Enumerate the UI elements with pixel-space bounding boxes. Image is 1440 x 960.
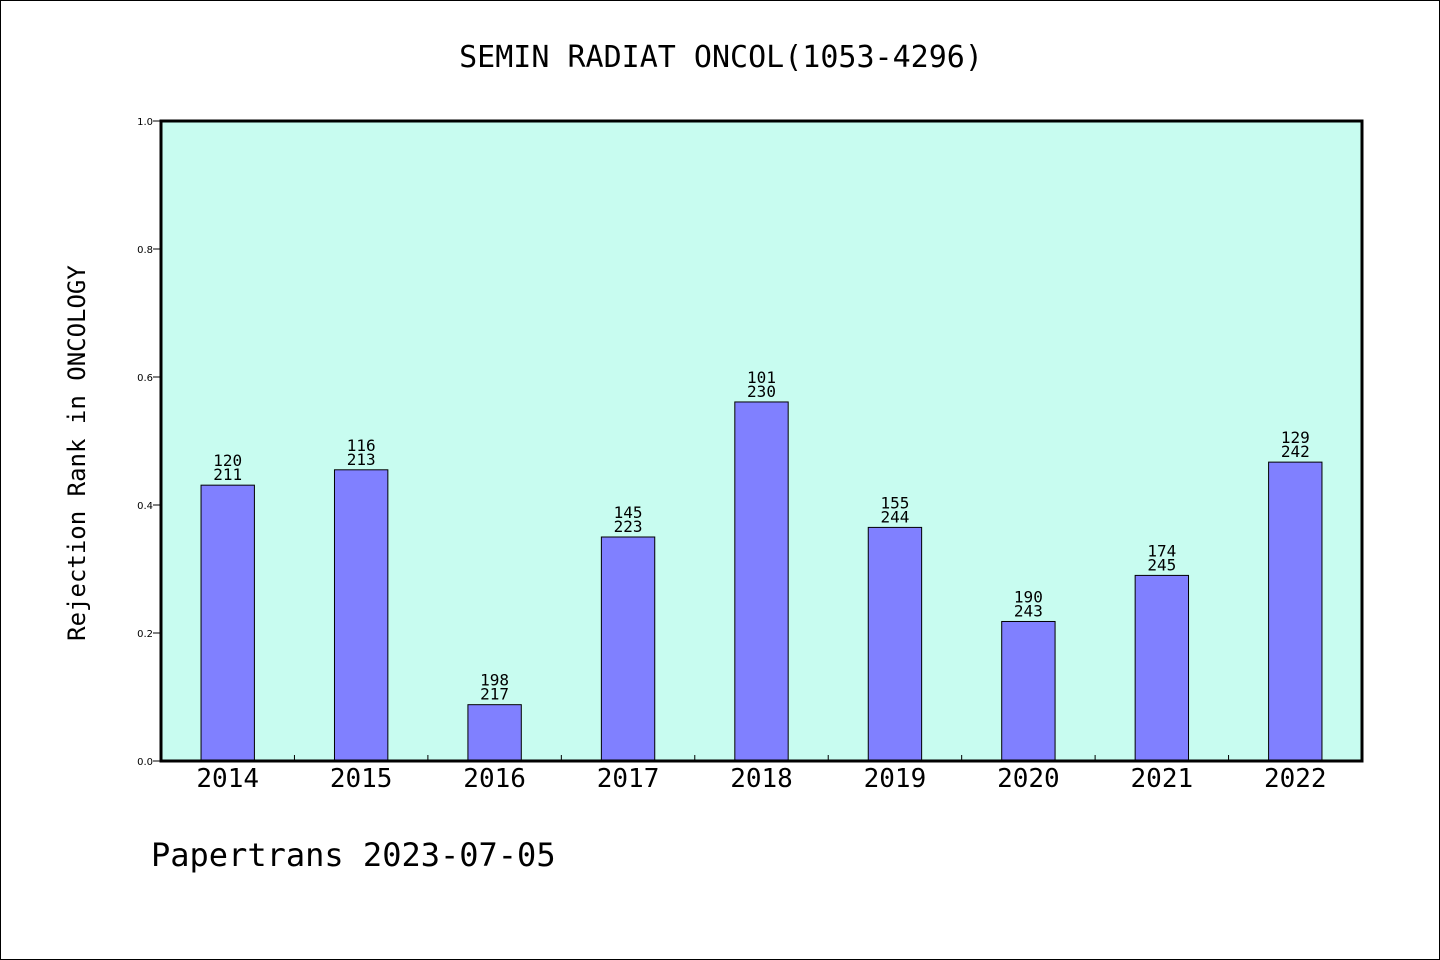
bar-label-upper: 198	[480, 671, 509, 690]
x-axis: 2014 2015 2016 2017 2018 2019 2020 2021 2022	[196, 755, 1327, 794]
bar	[1268, 461, 1323, 762]
footer-credit: Papertrans 2023-07-05	[151, 836, 556, 874]
y-tick-label: 1.0	[137, 117, 153, 128]
y-tick-label: 0.6	[137, 373, 153, 384]
bar-label-upper: 101	[747, 368, 776, 387]
x-tick-label: 2020	[997, 764, 1060, 794]
bar	[200, 484, 255, 762]
bar-label-lower: 213	[347, 450, 376, 469]
bar-label-lower: 243	[1014, 601, 1043, 620]
bar-label-upper: 129	[1281, 428, 1310, 447]
x-tick-label: 2021	[1131, 764, 1194, 794]
y-tick-label: 0.2	[137, 629, 153, 640]
bar-label-lower: 245	[1147, 555, 1176, 574]
y-axis: 0.0 0.2 0.4 0.6 0.8 1.0	[137, 117, 161, 768]
chart-title: SEMIN RADIAT ONCOL(1053-4296)	[459, 40, 983, 75]
bar-label-lower: 244	[880, 507, 909, 526]
bar-label-upper: 120	[213, 451, 242, 470]
bar-label-lower: 217	[480, 685, 509, 704]
x-tick-label: 2015	[330, 764, 393, 794]
x-tick-label: 2016	[463, 764, 526, 794]
bar-label-upper: 190	[1014, 587, 1043, 606]
bar-labels-group: 1202111162131982171452231012301552441902…	[213, 368, 1309, 704]
y-tick-label: 0.8	[137, 245, 153, 256]
bar	[734, 401, 789, 762]
bars-group	[200, 401, 1323, 762]
y-axis-label: Rejection Rank in ONCOLOGY	[63, 265, 91, 641]
bar-label-lower: 223	[614, 517, 643, 536]
bar	[1001, 620, 1056, 762]
bar-label-lower: 242	[1281, 442, 1310, 461]
bar	[1134, 574, 1190, 762]
y-tick-label: 0.0	[137, 757, 153, 768]
x-tick-label: 2019	[864, 764, 927, 794]
bar-label-lower: 230	[747, 382, 776, 401]
bar-label-upper: 145	[614, 503, 643, 522]
x-tick-label: 2014	[196, 764, 259, 794]
plot-frame	[159, 119, 1364, 763]
bar-label-upper: 116	[347, 436, 376, 455]
bar	[467, 704, 522, 762]
x-tick-label: 2018	[730, 764, 793, 794]
bar	[333, 469, 389, 762]
y-tick-label: 0.4	[137, 501, 153, 512]
bar	[600, 536, 656, 762]
x-tick-label: 2017	[597, 764, 660, 794]
bar-label-upper: 155	[880, 493, 909, 512]
bar	[867, 526, 923, 762]
bar-label-lower: 211	[213, 465, 242, 484]
bar-label-upper: 174	[1147, 541, 1176, 560]
x-tick-label: 2022	[1264, 764, 1327, 794]
